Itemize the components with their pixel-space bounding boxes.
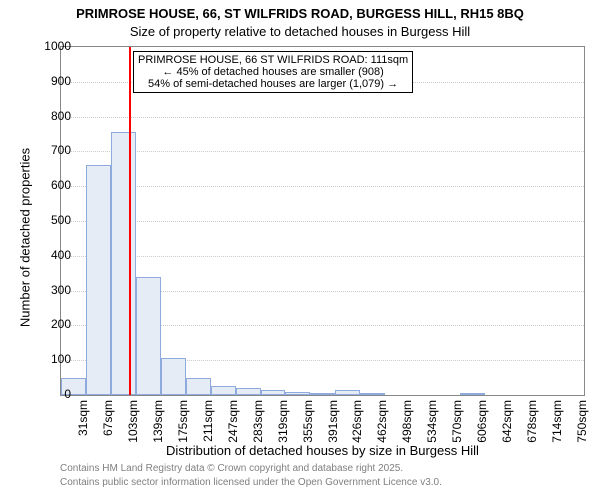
y-tick: 700	[31, 143, 71, 157]
y-tick: 1000	[31, 39, 71, 53]
y-tick: 100	[31, 352, 71, 366]
y-tick: 300	[31, 283, 71, 297]
annotation-line: 54% of semi-detached houses are larger (…	[138, 78, 408, 90]
y-tick: 0	[31, 387, 71, 401]
histogram-bar	[186, 378, 211, 395]
histogram-bar	[335, 390, 360, 395]
histogram-bar	[136, 277, 161, 395]
annotation-line: ← 45% of detached houses are smaller (90…	[138, 66, 408, 78]
y-tick: 800	[31, 109, 71, 123]
gridline	[61, 221, 584, 222]
x-axis-label: Distribution of detached houses by size …	[60, 443, 585, 458]
histogram-bar	[360, 393, 385, 395]
y-tick: 200	[31, 317, 71, 331]
gridline	[61, 151, 584, 152]
annotation-line: PRIMROSE HOUSE, 66 ST WILFRIDS ROAD: 111…	[138, 54, 408, 66]
y-tick: 900	[31, 74, 71, 88]
y-tick: 400	[31, 248, 71, 262]
chart-container: PRIMROSE HOUSE, 66, ST WILFRIDS ROAD, BU…	[0, 0, 600, 500]
histogram-bar	[310, 393, 335, 395]
histogram-bar	[285, 392, 310, 395]
footer-line-1: Contains HM Land Registry data © Crown c…	[60, 463, 585, 474]
chart-title-main: PRIMROSE HOUSE, 66, ST WILFRIDS ROAD, BU…	[0, 6, 600, 21]
histogram-bar	[211, 386, 236, 395]
histogram-bar	[261, 390, 286, 395]
histogram-bar	[236, 388, 261, 395]
chart-title-sub: Size of property relative to detached ho…	[0, 24, 600, 39]
annotation-box: PRIMROSE HOUSE, 66 ST WILFRIDS ROAD: 111…	[133, 51, 413, 93]
y-tick: 500	[31, 213, 71, 227]
property-marker-line	[129, 47, 131, 395]
histogram-bar	[111, 132, 136, 395]
histogram-bar	[460, 393, 485, 395]
histogram-bar	[86, 165, 111, 395]
footer-line-2: Contains public sector information licen…	[60, 477, 585, 488]
plot-area: PRIMROSE HOUSE, 66 ST WILFRIDS ROAD: 111…	[60, 46, 585, 396]
histogram-bar	[161, 358, 186, 395]
gridline	[61, 256, 584, 257]
gridline	[61, 117, 584, 118]
y-tick: 600	[31, 178, 71, 192]
gridline	[61, 186, 584, 187]
